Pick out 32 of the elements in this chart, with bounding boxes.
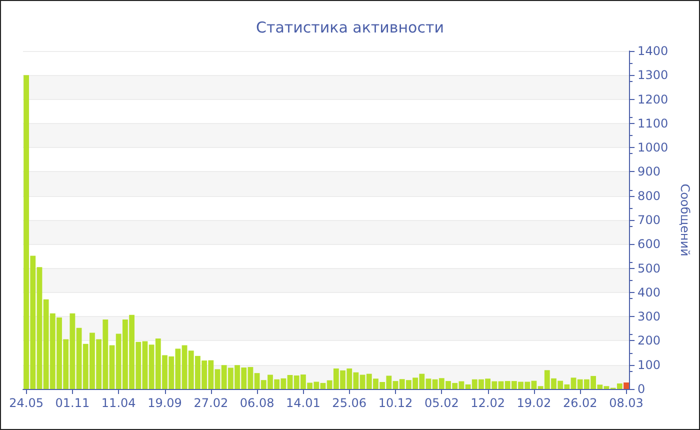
y-tick-label: 900 — [638, 164, 660, 179]
x-tick-label: 26.02 — [562, 396, 598, 410]
x-tick-label: 10.12 — [378, 396, 413, 410]
x-tick-label: 25.06 — [332, 396, 367, 410]
bar — [624, 382, 629, 389]
x-tick-label: 19.02 — [516, 396, 552, 410]
x-tick-label: 01.11 — [55, 396, 90, 410]
y-tick-label: 300 — [638, 310, 660, 324]
x-tick-label: 11.04 — [101, 396, 136, 410]
y-tick-label: 1200 — [638, 92, 668, 106]
y-tick-label: 800 — [638, 188, 660, 203]
chart-title: Статистика активности — [256, 18, 444, 36]
x-tick-label: 24.05 — [9, 396, 44, 410]
y-tick-label: 1300 — [638, 68, 668, 82]
y-tick-label: 1000 — [638, 140, 668, 155]
x-tick-label: 05.02 — [424, 396, 459, 410]
x-tick-label: 12.02 — [470, 396, 505, 410]
y-tick-label: 400 — [638, 285, 660, 300]
y-tick-label: 0 — [638, 382, 646, 396]
x-tick-label: 14.01 — [286, 396, 320, 410]
x-tick-label: 27.02 — [194, 396, 228, 410]
x-tick-label: 19.09 — [148, 396, 182, 410]
y-tick-label: 1400 — [638, 44, 668, 58]
y-tick-label: 600 — [638, 237, 660, 252]
x-tick-label: 06.08 — [240, 396, 274, 410]
y-tick-label: 1100 — [638, 116, 668, 130]
y-axis-title: Сообщений — [678, 184, 692, 256]
y-tick-label: 500 — [638, 261, 660, 276]
y-tick-label: 700 — [638, 213, 660, 227]
y-tick-label: 100 — [638, 358, 660, 372]
y-tick-label: 200 — [638, 334, 660, 348]
x-tick-label: 08.03 — [609, 396, 644, 410]
